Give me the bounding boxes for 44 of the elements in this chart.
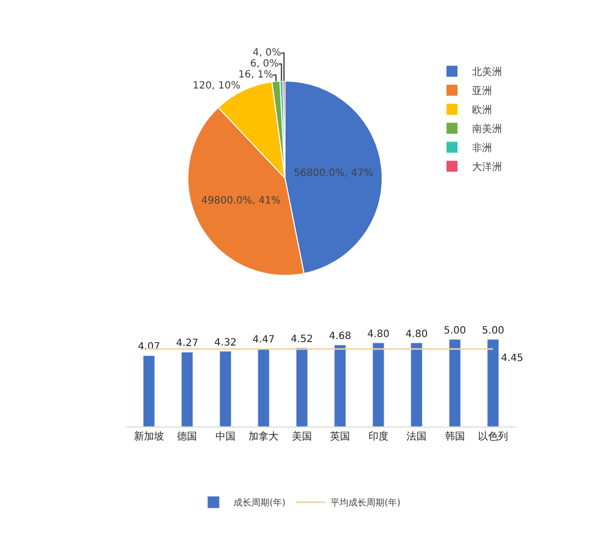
data-label: 6, 0% — [250, 58, 279, 70]
data-label: 16, 1% — [238, 70, 274, 81]
bar — [410, 342, 423, 427]
bar — [142, 355, 155, 427]
data-label: 4.68 — [328, 330, 352, 342]
data-label: 56800.0%, 47% — [294, 168, 374, 179]
x-tick-label: 美国 — [292, 430, 312, 443]
legend-label: 平均成长周期(年) — [330, 498, 401, 509]
data-label: 49800.0%, 41% — [201, 195, 281, 206]
bar — [296, 348, 308, 427]
data-label: 4.45 — [501, 353, 524, 364]
x-tick-label: 韩国 — [444, 430, 465, 443]
bar — [448, 339, 461, 427]
x-tick-label: 新加坡 — [134, 430, 164, 443]
legend-label: 欧洲 — [472, 104, 492, 116]
data-label: 4.27 — [176, 338, 198, 350]
data-label: 5.00 — [482, 325, 504, 336]
x-tick-label: 法国 — [406, 430, 427, 443]
legend-label: 大洋洲 — [472, 161, 502, 174]
data-label: 4, 0% — [252, 48, 282, 59]
data-label: 4.52 — [290, 334, 314, 345]
x-tick-label: 中国 — [215, 430, 236, 443]
legend-label: 北美洲 — [472, 66, 502, 78]
legend-label: 亚洲 — [472, 85, 492, 98]
data-label: 4.32 — [214, 337, 237, 348]
x-tick-label: 印度 — [368, 430, 388, 443]
bar — [181, 352, 194, 427]
data-label: 120, 10% — [192, 80, 240, 92]
x-tick-label: 英国 — [330, 430, 350, 443]
data-label: 4.80 — [405, 328, 428, 340]
bar — [487, 339, 500, 427]
bar — [219, 351, 232, 427]
x-tick-label: 以色列 — [478, 430, 508, 443]
x-tick-label: 加拿大 — [248, 430, 279, 443]
legend-label: 成长周期(年) — [234, 498, 286, 509]
data-label: 5.00 — [444, 325, 466, 336]
legend-label: 南美洲 — [472, 123, 502, 136]
bar — [372, 342, 384, 427]
data-label: 4.80 — [367, 328, 390, 340]
x-tick-label: 德国 — [177, 432, 198, 443]
bar — [334, 344, 346, 427]
data-label: 4.47 — [252, 334, 275, 346]
legend-label: 非洲 — [472, 142, 492, 154]
bar — [258, 348, 270, 427]
